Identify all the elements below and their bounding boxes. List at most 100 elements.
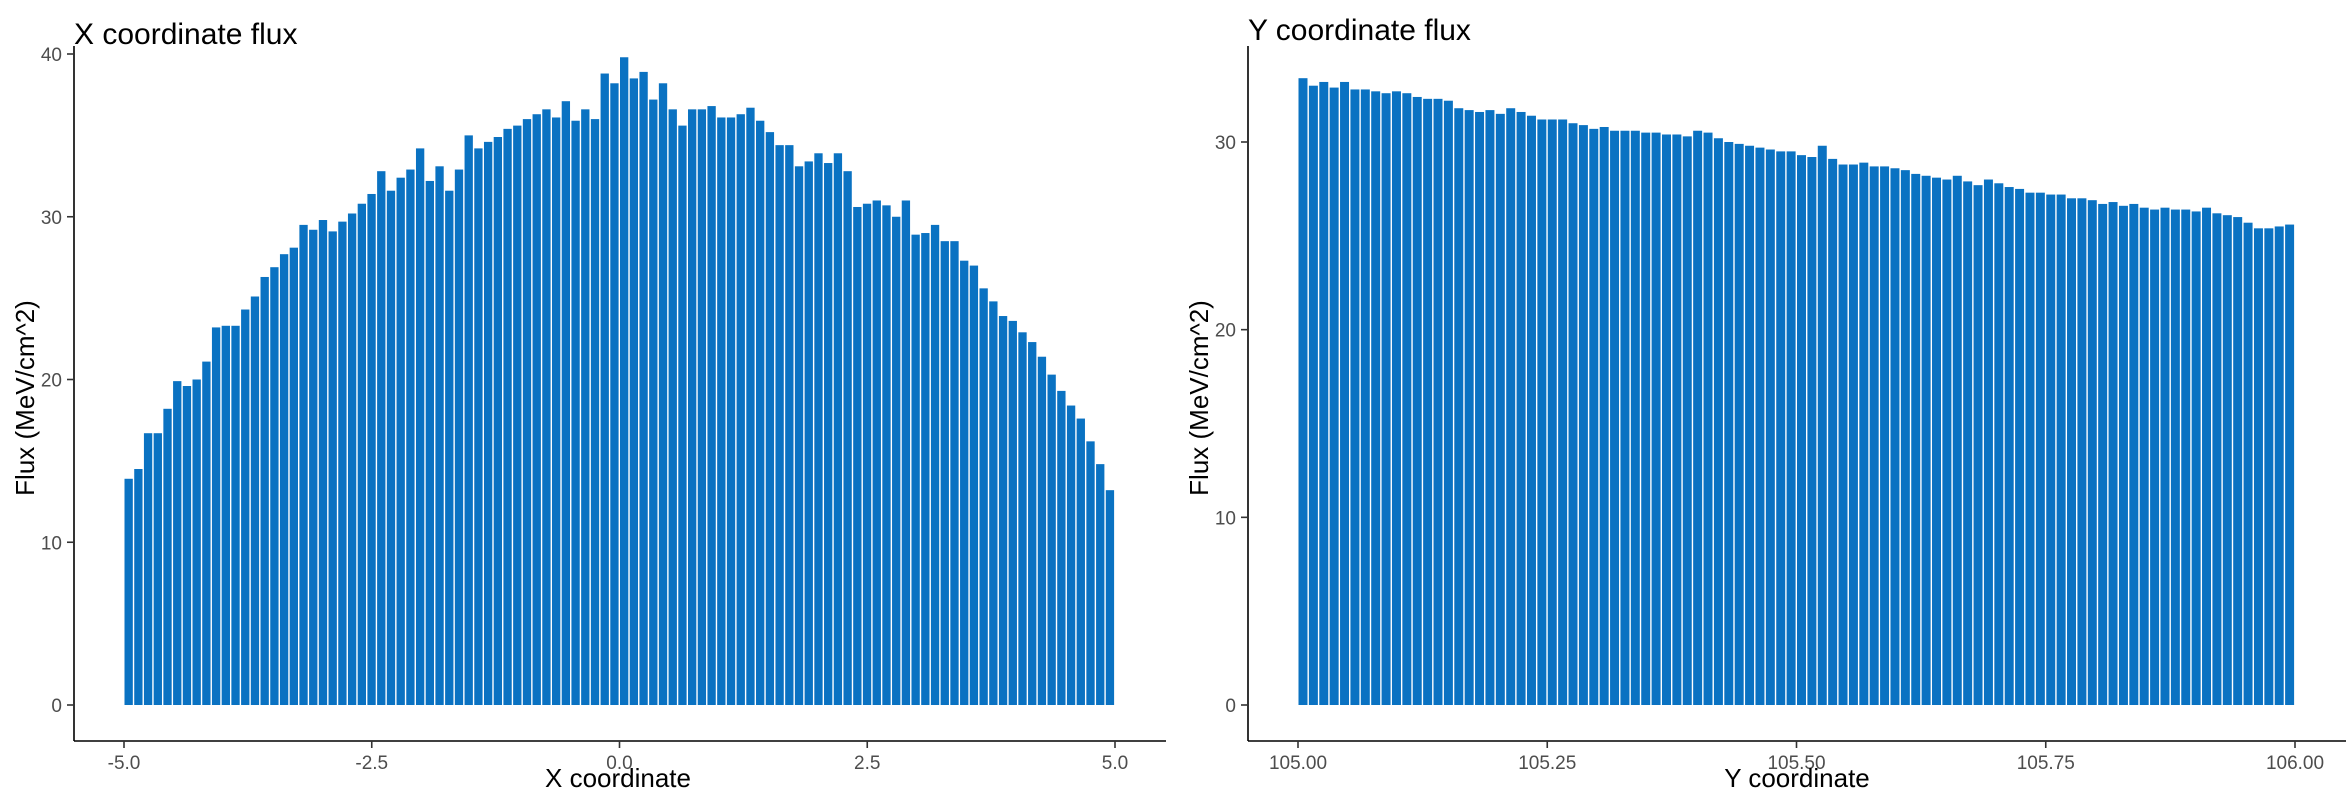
histogram-bar [2025,192,2035,706]
x-tick-label: 2.5 [854,753,880,774]
histogram-bar [610,83,619,706]
x-flux-x-ticks: -5.0 -2.5 0.0 2.5 5.0 [108,741,1128,774]
histogram-bar [338,221,347,705]
histogram-bar [2191,211,2201,705]
y-tick-label: 20 [41,371,62,392]
x-tick-label: 105.25 [1518,753,1576,774]
histogram-bar [2067,198,2077,706]
x-tick-label: -2.5 [355,753,388,774]
histogram-bar [1651,132,1661,705]
histogram-bar [940,241,949,705]
histogram-bar [1589,128,1599,706]
histogram-bar [1610,130,1620,706]
histogram-bar [1516,111,1526,706]
histogram-bar [2087,200,2097,705]
histogram-bar [192,379,201,705]
histogram-bar [279,254,289,705]
histogram-bar [1963,181,1973,705]
histogram-bar [1745,145,1755,705]
histogram-bar [1391,91,1401,705]
histogram-bar [1869,166,1879,705]
histogram-bar [717,117,726,706]
histogram-bar [513,125,522,706]
histogram-bar [522,119,532,706]
x-flux-x-axis-title: X coordinate [545,763,691,793]
histogram-bar [785,145,794,705]
histogram-bar [571,120,580,706]
histogram-bar [1952,175,1962,705]
x-tick-label: 5.0 [1102,753,1128,774]
histogram-bar [1526,115,1536,706]
histogram-bar [163,408,172,705]
histogram-bar [1076,418,1085,705]
histogram-bar [668,109,677,706]
histogram-bar [1028,342,1037,705]
histogram-bar [600,73,609,705]
histogram-bar [1443,100,1453,705]
histogram-bar [221,325,230,705]
histogram-bar [1817,145,1827,705]
histogram-bar [1086,441,1095,705]
histogram-bar [930,224,940,705]
histogram-bar [1994,183,2004,706]
histogram-bar [1921,175,1931,705]
histogram-bar [357,203,366,706]
histogram-bar [697,109,707,706]
histogram-bar [2098,203,2108,705]
y-tick-label: 40 [41,45,62,66]
histogram-bar [309,229,318,705]
histogram-bar [688,109,697,706]
histogram-bar [911,234,920,705]
x-flux-bars [124,57,1115,706]
histogram-bar [2222,215,2232,705]
histogram-bar [639,71,648,705]
histogram-bar [775,145,784,705]
histogram-bar [2202,207,2212,705]
histogram-bar [1786,151,1796,705]
histogram-bar [2046,194,2056,706]
y-flux-y-ticks: 0 10 20 30 [1215,133,1248,717]
x-tick-label: 106.00 [2266,753,2324,774]
histogram-bar [2160,207,2170,705]
histogram-bar [950,241,959,705]
histogram-bar [1807,157,1817,705]
histogram-bar [1371,91,1381,705]
histogram-bar [1298,78,1308,705]
histogram-bar [318,220,328,705]
x-flux-y-axis-title: Flux (MeV/cm^2) [10,300,40,496]
histogram-bar [1350,89,1360,705]
histogram-bar [173,381,182,705]
histogram-bar [1018,332,1027,705]
histogram-bar [386,190,396,705]
histogram-bar [1568,123,1578,706]
histogram-bar [1319,81,1329,705]
histogram-bar [658,83,668,706]
histogram-bar [2285,224,2295,705]
histogram-bar [1620,130,1630,706]
histogram-bar [1329,87,1339,705]
histogram-bar [299,224,308,705]
histogram-bar [1454,108,1464,706]
histogram-bar [2274,226,2284,705]
histogram-bar [1693,130,1703,706]
histogram-bar [707,106,716,705]
y-tick-label: 30 [1215,133,1236,154]
histogram-bar [1066,405,1076,705]
histogram-bar [1381,93,1391,705]
histogram-bar [1682,136,1692,705]
histogram-bar [892,216,901,705]
histogram-bar [260,276,269,705]
histogram-bar [182,386,192,705]
histogram-bar [1308,85,1318,705]
histogram-bar [901,200,911,706]
histogram-bar [406,169,415,706]
histogram-bar [1859,162,1869,705]
histogram-bar [969,265,979,705]
histogram-bar [241,309,250,705]
histogram-bar [231,325,240,705]
histogram-bar [620,57,629,705]
y-tick-label: 20 [1215,321,1236,342]
histogram-bar [726,117,736,706]
histogram-bar [1900,170,1910,705]
histogram-bar [1734,143,1744,705]
